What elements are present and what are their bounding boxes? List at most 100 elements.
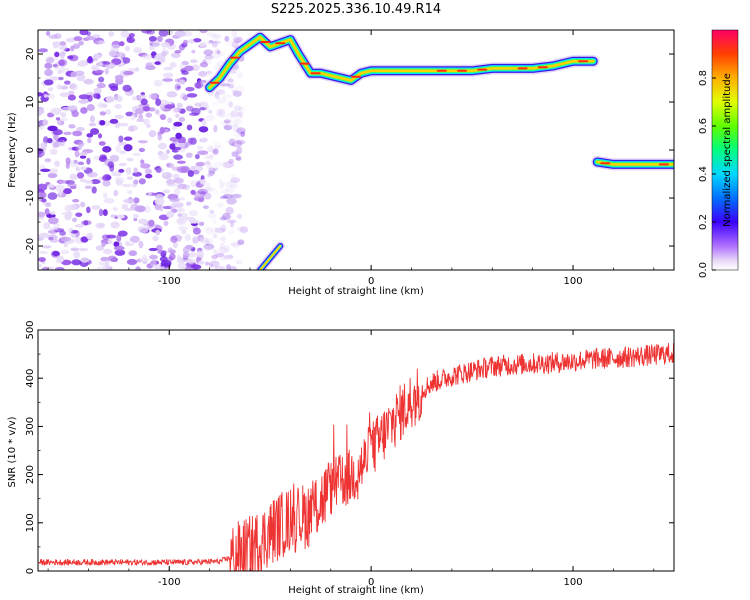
- noise-blob: [190, 59, 198, 64]
- colorbar-tick-label: 0.0: [698, 262, 709, 278]
- noise-blob: [197, 150, 209, 156]
- noise-blob: [237, 111, 243, 118]
- noise-blob: [171, 52, 181, 59]
- noise-blob: [84, 180, 93, 184]
- noise-blob: [176, 166, 187, 174]
- noise-blob: [52, 251, 60, 257]
- noise-blob: [48, 168, 59, 174]
- noise-blob: [229, 138, 236, 147]
- noise-blob: [179, 142, 186, 148]
- noise-blob: [182, 251, 190, 259]
- noise-blob: [221, 189, 229, 194]
- noise-blob: [59, 92, 71, 98]
- spectrogram-x-tick-label: 0: [368, 276, 374, 287]
- noise-blob: [90, 179, 101, 185]
- noise-blob: [216, 49, 221, 55]
- noise-blob: [228, 158, 235, 164]
- noise-blob: [134, 67, 140, 72]
- noise-blob: [152, 235, 159, 242]
- noise-blob: [214, 227, 226, 234]
- noise-blob: [236, 72, 243, 79]
- noise-blob: [229, 184, 239, 189]
- noise-blob: [213, 187, 218, 195]
- noise-blob: [208, 237, 214, 245]
- noise-blob: [133, 217, 138, 222]
- noise-blob: [170, 235, 178, 243]
- noise-blob: [235, 155, 242, 161]
- noise-blob: [143, 205, 151, 214]
- noise-blob: [169, 62, 177, 68]
- noise-blob: [143, 118, 150, 126]
- noise-blob: [42, 119, 49, 126]
- noise-blob: [55, 117, 61, 121]
- noise-blob: [45, 57, 55, 64]
- noise-blob: [86, 104, 95, 112]
- noise-blob: [160, 266, 166, 270]
- noise-blob: [133, 47, 143, 54]
- noise-blob: [211, 33, 222, 40]
- noise-blob: [38, 211, 46, 218]
- noise-blob: [204, 187, 214, 193]
- noise-blob: [158, 30, 169, 37]
- noise-blob: [215, 252, 225, 258]
- noise-blob: [197, 188, 209, 195]
- noise-blob: [219, 110, 226, 118]
- noise-blob: [188, 219, 200, 224]
- noise-blob: [118, 168, 125, 173]
- noise-blob: [40, 141, 48, 149]
- noise-blob: [206, 173, 213, 178]
- noise-blob: [166, 211, 175, 219]
- noise-blob: [224, 35, 230, 42]
- noise-blob: [104, 68, 109, 75]
- noise-blob: [160, 41, 170, 48]
- noise-blob: [61, 259, 72, 266]
- noise-blob: [196, 250, 205, 258]
- noise-blob: [184, 234, 191, 241]
- noise-blob: [74, 224, 85, 228]
- noise-blob: [49, 226, 59, 231]
- noise-blob: [181, 70, 189, 76]
- noise-blob: [220, 236, 227, 241]
- noise-blob: [198, 70, 208, 77]
- noise-blob: [194, 153, 200, 160]
- noise-blob: [239, 226, 249, 234]
- noise-blob: [235, 156, 242, 162]
- noise-blob: [86, 157, 91, 165]
- noise-blob: [161, 51, 167, 57]
- noise-blob: [125, 242, 135, 247]
- noise-blob: [102, 61, 111, 65]
- spectrogram-y-axis-label: Frequency (Hz): [7, 112, 18, 188]
- noise-blob: [122, 84, 132, 92]
- noise-blob: [38, 216, 45, 220]
- noise-blob: [120, 30, 130, 38]
- noise-blob: [132, 96, 138, 101]
- noise-blob: [208, 39, 214, 44]
- noise-blob: [206, 32, 216, 37]
- colorbar-tick-label: 0.6: [698, 118, 709, 134]
- noise-blob: [204, 114, 215, 122]
- noise-blob: [54, 160, 60, 167]
- spectrogram-noise-region: [38, 30, 249, 270]
- noise-blob: [68, 227, 73, 233]
- noise-blob: [178, 116, 186, 123]
- noise-blob: [58, 188, 63, 197]
- noise-blob: [231, 89, 236, 93]
- noise-blob: [53, 133, 59, 141]
- noise-blob: [213, 140, 221, 149]
- noise-blob: [235, 139, 246, 145]
- noise-blob: [214, 266, 226, 270]
- noise-blob: [184, 266, 194, 270]
- noise-blob: [174, 50, 182, 54]
- noise-blob: [236, 127, 246, 135]
- noise-blob: [78, 247, 89, 252]
- noise-blob: [217, 144, 222, 149]
- noise-blob: [91, 204, 101, 210]
- noise-blob: [47, 93, 55, 100]
- noise-blob: [70, 71, 78, 78]
- noise-blob: [151, 40, 161, 48]
- noise-blob: [150, 259, 157, 267]
- noise-blob: [48, 34, 59, 39]
- noise-blob: [237, 106, 246, 112]
- noise-blob: [207, 162, 213, 170]
- noise-blob: [47, 172, 58, 179]
